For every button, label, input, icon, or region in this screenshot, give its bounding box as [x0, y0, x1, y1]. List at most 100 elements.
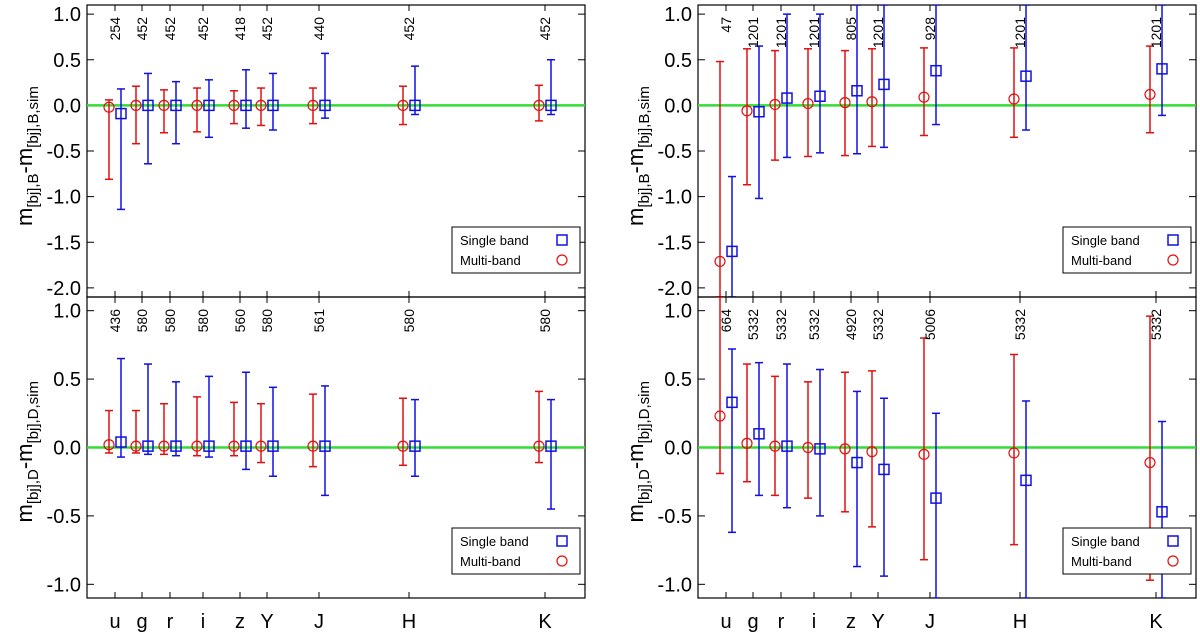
band-label-g: g: [747, 611, 758, 633]
count-label: 1201: [806, 17, 822, 48]
single-band-point: [142, 99, 154, 112]
legend-multi-marker: [556, 254, 568, 266]
multi-band-point: [255, 440, 267, 452]
count-label: 561: [311, 309, 327, 333]
data-layer: [714, 297, 1168, 598]
y-tick-label: 0.5: [53, 50, 81, 72]
count-label: 805: [843, 17, 859, 41]
count-label: 418: [232, 17, 248, 41]
y-axis-label-part: [bj],B: [25, 173, 42, 207]
band-label-z: z: [846, 611, 856, 633]
count-label: 452: [195, 17, 211, 41]
multi-band-point: [103, 101, 115, 113]
legend-multi-marker: [1167, 254, 1179, 266]
y-axis-label-part: [bj],D: [25, 469, 42, 504]
single-band-point: [115, 436, 127, 448]
y-tick-label: -1.0: [47, 187, 81, 209]
y-tick-label: -0.5: [47, 506, 81, 528]
band-label-i: i: [201, 611, 205, 633]
band-label-H: H: [1013, 611, 1027, 633]
count-label: 1201: [1148, 17, 1164, 48]
multi-band-point: [802, 441, 814, 454]
single-band-point: [851, 456, 863, 469]
single-band-point: [930, 64, 942, 77]
y-tick-label: -2.0: [658, 278, 692, 300]
multi-band-point: [839, 97, 851, 109]
multi-band-point: [307, 440, 319, 452]
single-band-point: [545, 440, 557, 452]
y-axis-label-part: [bj],D: [636, 469, 653, 504]
band-label-J: J: [925, 611, 935, 633]
single-band-point: [726, 396, 738, 409]
y-tick-label: -1.0: [47, 574, 81, 596]
y-tick-label: -0.5: [658, 506, 692, 528]
single-band-point: [1156, 506, 1168, 518]
count-label: 5332: [806, 309, 822, 340]
y-tick-label: -1.5: [658, 232, 692, 254]
y-tick-label: 1.0: [664, 301, 692, 323]
single-band-point: [814, 443, 826, 455]
multi-band-point: [714, 410, 726, 422]
count-label: 1201: [745, 17, 761, 48]
band-label-r: r: [167, 611, 174, 633]
panel-bottom-left: 1.0 0.5 0.0 -0.5 -1.0 436 580 580 580 560 580 561 58…: [12, 296, 586, 599]
band-label-i: i: [812, 611, 816, 633]
multi-band-point: [533, 99, 545, 111]
y-axis-label: m[bj],D-m[bj],D,sim: [12, 381, 42, 523]
multi-band-point: [130, 99, 142, 111]
legend-single-marker: [556, 535, 568, 547]
panels-layer: 1.0 0.5 0.0 -0.5 -1.0 -1.5 -2.0 254 452 452 452 418…: [12, 4, 1197, 599]
legend-single-label: Single band: [460, 233, 529, 248]
band-label-u: u: [109, 611, 120, 633]
y-tick-label: 0.0: [664, 95, 692, 117]
count-label: 560: [232, 309, 248, 333]
multi-band-point: [255, 99, 267, 111]
band-label-u: u: [720, 611, 731, 633]
data-layer: [103, 52, 557, 211]
count-label: 580: [259, 309, 275, 333]
count-label: 580: [401, 309, 417, 333]
multi-band-point: [533, 440, 545, 452]
count-label: 452: [259, 17, 275, 41]
band-label-r: r: [778, 611, 785, 633]
count-label: 452: [537, 17, 553, 41]
band-label-K: K: [538, 611, 552, 633]
multi-band-point: [191, 440, 203, 452]
y-axis-label-part: m: [12, 504, 37, 522]
single-band-point: [545, 99, 557, 112]
y-tick-label: -2.0: [47, 278, 81, 300]
count-label: 5332: [1148, 309, 1164, 340]
multi-band-point: [130, 440, 142, 452]
single-band-point: [203, 99, 215, 112]
y-axis-label-part: -m: [623, 444, 648, 470]
count-label: 1201: [870, 17, 886, 48]
single-band-point: [319, 440, 331, 452]
count-label: 580: [195, 309, 211, 333]
data-layer: [103, 357, 557, 510]
multi-band-point: [228, 440, 240, 452]
single-band-point: [170, 440, 182, 452]
single-band-point: [781, 440, 793, 452]
single-band-point: [409, 440, 421, 452]
single-band-point: [814, 90, 826, 102]
multi-band-point: [158, 440, 170, 452]
y-tick-label: 0.5: [664, 369, 692, 391]
multi-band-point: [918, 91, 930, 103]
multi-band-point: [918, 448, 930, 460]
legend-single-marker: [1167, 234, 1179, 246]
count-label: 436: [107, 309, 123, 333]
single-band-point: [267, 440, 279, 452]
panel-bottom-right: 1.0 0.5 0.0 -0.5 -1.0 664 5332 5332 5332 4920 5332…: [623, 296, 1197, 599]
single-band-point: [115, 107, 127, 120]
y-tick-label: -1.0: [658, 187, 692, 209]
y-tick-label: 0.5: [53, 369, 81, 391]
count-label: 452: [401, 17, 417, 41]
single-band-point: [1020, 70, 1032, 82]
y-axis-label-part: -m: [12, 444, 37, 470]
count-label: 664: [718, 309, 734, 333]
y-tick-label: -1.0: [658, 574, 692, 596]
panel-top-right: 1.0 0.5 0.0 -0.5 -1.0 -1.5 -2.0 47 1201 1201 1201 8…: [623, 4, 1197, 300]
band-label-Y: Y: [871, 611, 884, 633]
count-label: 580: [537, 309, 553, 333]
